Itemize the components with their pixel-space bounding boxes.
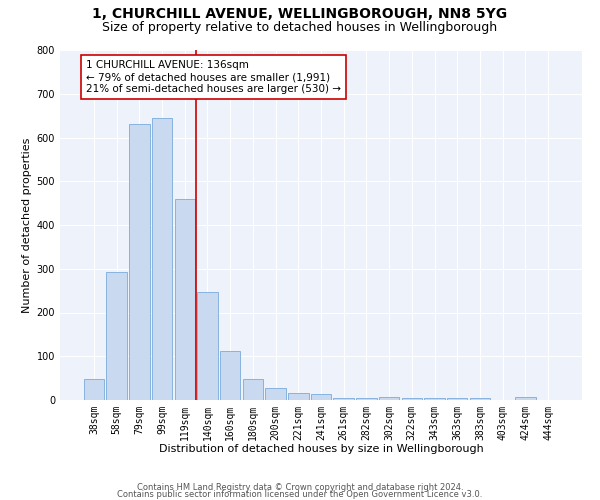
Text: Size of property relative to detached houses in Wellingborough: Size of property relative to detached ho…	[103, 21, 497, 34]
Text: Contains HM Land Registry data © Crown copyright and database right 2024.: Contains HM Land Registry data © Crown c…	[137, 484, 463, 492]
Bar	[356, 398, 377, 400]
Bar	[401, 398, 422, 400]
Bar	[265, 388, 286, 400]
Text: Contains public sector information licensed under the Open Government Licence v3: Contains public sector information licen…	[118, 490, 482, 499]
Bar	[447, 398, 467, 400]
X-axis label: Distribution of detached houses by size in Wellingborough: Distribution of detached houses by size …	[158, 444, 484, 454]
Bar	[197, 292, 218, 400]
Bar	[220, 352, 241, 400]
Bar	[515, 396, 536, 400]
Bar	[106, 272, 127, 400]
Bar	[470, 398, 490, 400]
Bar	[311, 394, 331, 400]
Text: 1, CHURCHILL AVENUE, WELLINGBOROUGH, NN8 5YG: 1, CHURCHILL AVENUE, WELLINGBOROUGH, NN8…	[92, 8, 508, 22]
Bar	[379, 397, 400, 400]
Bar	[424, 398, 445, 400]
Bar	[242, 378, 263, 400]
Bar	[84, 380, 104, 400]
Bar	[334, 398, 354, 400]
Bar	[288, 394, 308, 400]
Bar	[152, 118, 172, 400]
Y-axis label: Number of detached properties: Number of detached properties	[22, 138, 32, 312]
Text: 1 CHURCHILL AVENUE: 136sqm
← 79% of detached houses are smaller (1,991)
21% of s: 1 CHURCHILL AVENUE: 136sqm ← 79% of deta…	[86, 60, 341, 94]
Bar	[129, 124, 149, 400]
Bar	[175, 198, 195, 400]
